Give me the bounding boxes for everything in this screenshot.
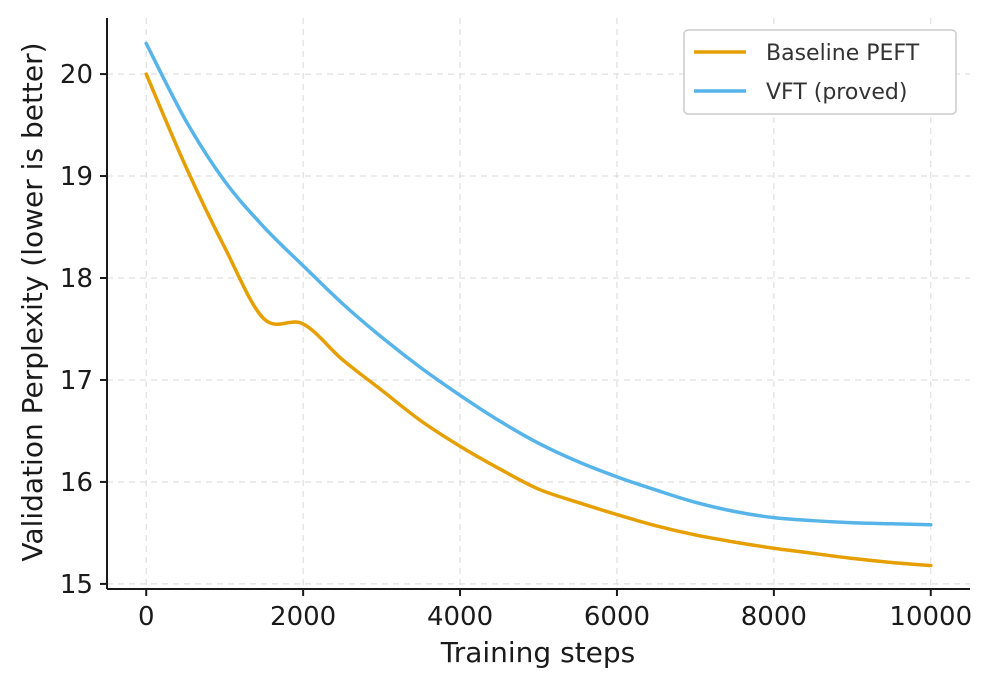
- series-layer: [144, 41, 933, 568]
- y-tick-label: 18: [60, 264, 93, 294]
- legend-label-vft-proved: VFT (proved): [766, 80, 907, 105]
- legend: Baseline PEFT VFT (proved): [683, 29, 957, 115]
- ticks-layer: 0 2000 4000 6000 8000 10000 15 16 17 18 19 20: [60, 60, 972, 632]
- series-line-vft-proved: [144, 41, 933, 527]
- y-tick-label: 20: [60, 60, 93, 90]
- legend-frame: [683, 29, 957, 115]
- x-tick-label: 2000: [270, 602, 336, 632]
- y-tick-label: 16: [60, 468, 93, 498]
- x-tick-label: 8000: [741, 602, 807, 632]
- x-tick-label: 0: [138, 602, 155, 632]
- y-tick-label: 17: [60, 366, 93, 396]
- x-tick-label: 4000: [427, 602, 493, 632]
- grid-layer: [107, 18, 970, 589]
- x-tick-label: 10000: [889, 602, 972, 632]
- x-axis-label: Training steps: [440, 636, 636, 669]
- series-line-baseline-peft: [144, 72, 933, 568]
- axes-layer: [106, 18, 970, 590]
- legend-label-baseline-peft: Baseline PEFT: [766, 41, 920, 66]
- x-tick-label: 6000: [584, 602, 650, 632]
- y-axis-label: Validation Perplexity (lower is better): [16, 42, 49, 561]
- y-tick-label: 15: [60, 570, 93, 600]
- y-tick-label: 19: [60, 162, 93, 192]
